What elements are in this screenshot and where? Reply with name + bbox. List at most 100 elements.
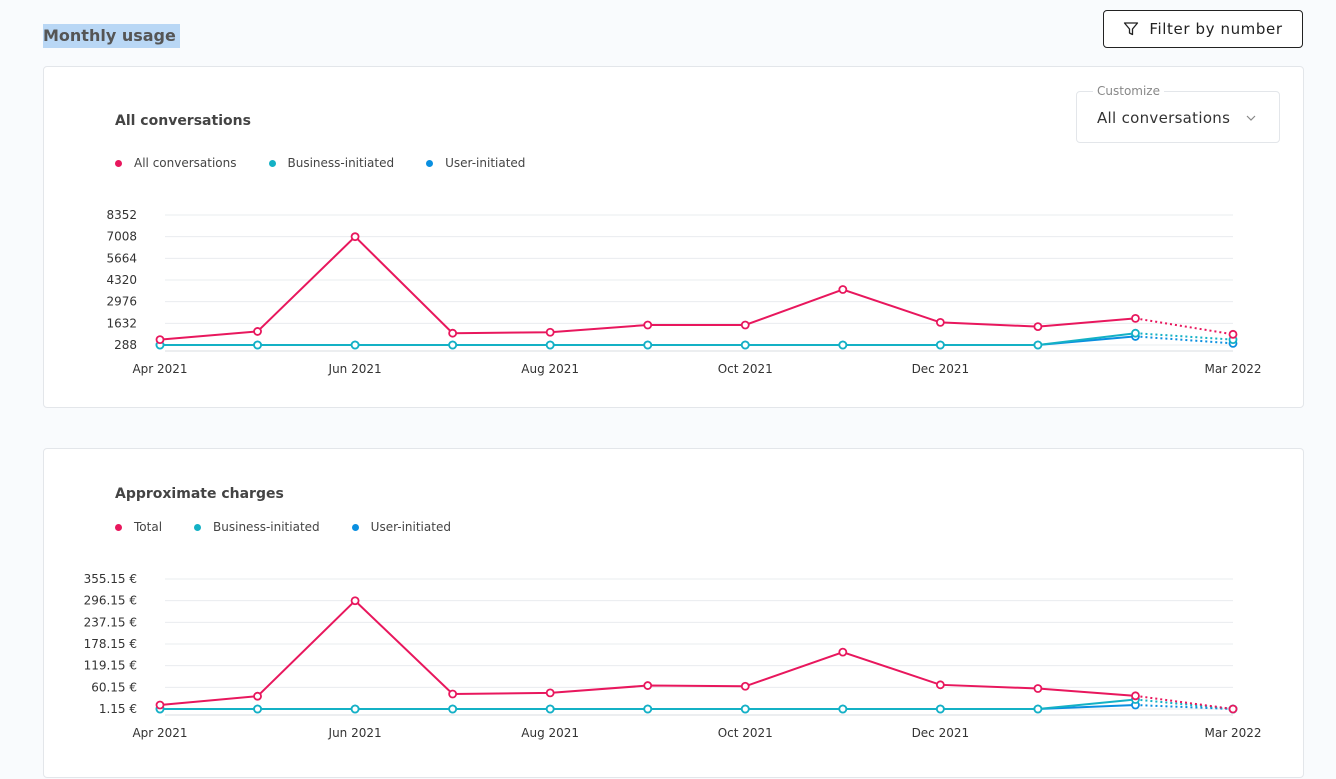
data-point-total bbox=[643, 320, 653, 330]
y-tick-label: 355.15 € bbox=[84, 572, 137, 586]
x-tick-label: Oct 2021 bbox=[718, 362, 773, 376]
legend-item-total[interactable]: Total bbox=[115, 520, 162, 534]
data-point-business bbox=[935, 340, 945, 350]
y-tick-label: 178.15 € bbox=[84, 637, 137, 651]
data-point-business bbox=[935, 704, 945, 714]
y-tick-label: 1632 bbox=[106, 316, 137, 330]
series-forecast-line-total bbox=[1135, 694, 1234, 710]
data-point-business bbox=[350, 340, 360, 350]
data-point-total bbox=[838, 647, 848, 657]
x-tick-label: Apr 2021 bbox=[132, 362, 187, 376]
x-tick-label: Dec 2021 bbox=[912, 726, 970, 740]
data-point-business bbox=[253, 704, 262, 714]
legend-dot bbox=[351, 523, 359, 531]
y-tick-label: 5664 bbox=[106, 251, 137, 265]
series-forecast-line-user bbox=[1135, 704, 1234, 710]
y-tick-label: 4320 bbox=[106, 273, 137, 287]
x-tick-label: Jun 2021 bbox=[328, 726, 382, 740]
customize-label: Customize bbox=[1093, 84, 1164, 98]
data-point-business bbox=[838, 340, 848, 350]
x-tick-label: Mar 2022 bbox=[1205, 362, 1262, 376]
data-point-total bbox=[740, 681, 750, 691]
legend-label: Total bbox=[134, 520, 163, 534]
data-point-total bbox=[545, 688, 555, 698]
data-point-total bbox=[1228, 329, 1238, 339]
data-point-total bbox=[1033, 684, 1043, 693]
y-tick-label: 60.15 € bbox=[91, 680, 137, 694]
x-tick-label: Dec 2021 bbox=[912, 362, 970, 376]
data-point-business bbox=[740, 340, 750, 350]
data-point-total bbox=[155, 335, 165, 345]
y-tick-label: 1.15 € bbox=[99, 702, 137, 716]
y-tick-label: 2976 bbox=[106, 295, 137, 309]
data-point-total bbox=[448, 328, 458, 338]
charges-line-chart: 355.15 € 296.15 € 237.15 € 178.15 € 119.15 €… bbox=[84, 572, 1262, 740]
data-point-business bbox=[545, 340, 555, 350]
data-point-total bbox=[740, 320, 750, 330]
legend-item-user[interactable]: User-initiated bbox=[426, 156, 525, 170]
filter-by-number-button[interactable]: Filter by number bbox=[1103, 10, 1303, 48]
data-point-total bbox=[935, 680, 945, 690]
data-point-total bbox=[155, 700, 165, 710]
x-tick-label: Aug 2021 bbox=[521, 362, 579, 376]
chart-legend: Total Business-initiated User-initiated bbox=[115, 520, 451, 534]
legend-label: Business-initiated bbox=[287, 156, 395, 170]
data-point-total bbox=[448, 689, 458, 699]
legend-item-total[interactable]: All conversations bbox=[115, 156, 237, 170]
data-point-total bbox=[350, 596, 360, 606]
series-forecast-line-total bbox=[1135, 317, 1234, 336]
data-point-total bbox=[350, 232, 360, 242]
y-tick-label: 288 bbox=[114, 338, 137, 352]
legend-label: User-initiated bbox=[370, 520, 451, 534]
data-point-total bbox=[545, 327, 555, 337]
y-tick-label: 237.15 € bbox=[84, 615, 137, 629]
conversations-line-chart: 8352 7008 5664 4320 2976 1632 288 Apr 2021 Jun 2… bbox=[106, 208, 1262, 376]
chart-legend: All conversations Business-initiated Use… bbox=[115, 156, 525, 170]
x-tick-label: Apr 2021 bbox=[132, 726, 187, 740]
filter-icon bbox=[1124, 22, 1139, 36]
data-point-business bbox=[1033, 704, 1043, 714]
data-point-business bbox=[545, 704, 555, 714]
y-tick-label: 119.15 € bbox=[84, 659, 137, 673]
data-point-business bbox=[643, 340, 653, 350]
data-point-total bbox=[1033, 322, 1043, 331]
data-point-total bbox=[643, 681, 653, 690]
data-point-total bbox=[838, 285, 848, 294]
data-point-business bbox=[643, 704, 653, 714]
data-point-total bbox=[935, 317, 945, 327]
chart-title: All conversations bbox=[115, 113, 251, 129]
legend-dot bbox=[194, 523, 202, 531]
data-point-business bbox=[350, 704, 360, 714]
y-tick-label: 8352 bbox=[106, 208, 137, 222]
y-tick-label: 7008 bbox=[106, 230, 137, 244]
legend-item-business[interactable]: Business-initiated bbox=[268, 156, 395, 170]
chevron-down-icon bbox=[1246, 115, 1256, 121]
y-tick-label: 296.15 € bbox=[84, 594, 137, 608]
legend-label: User-initiated bbox=[445, 156, 526, 170]
series-forecast-line-business bbox=[1135, 332, 1234, 341]
data-point-total bbox=[1131, 691, 1140, 701]
legend-dot bbox=[115, 523, 122, 531]
charges-chart-card: Approximate charges Total Business-initi… bbox=[43, 448, 1304, 778]
data-point-business bbox=[448, 704, 458, 714]
legend-dot bbox=[115, 159, 122, 167]
legend-item-user[interactable]: User-initiated bbox=[351, 520, 451, 534]
legend-label: All conversations bbox=[134, 156, 237, 170]
data-point-total bbox=[253, 327, 262, 336]
data-point-business bbox=[1033, 340, 1043, 350]
data-point-business bbox=[253, 340, 262, 350]
page-title: Monthly usage bbox=[43, 24, 180, 48]
data-point-total bbox=[1131, 313, 1140, 323]
legend-dot bbox=[268, 159, 276, 167]
chart-title: Approximate charges bbox=[115, 486, 284, 502]
data-point-business bbox=[1131, 328, 1140, 338]
legend-dot bbox=[426, 159, 434, 167]
data-point-business bbox=[448, 340, 458, 350]
series-forecast-line-user bbox=[1135, 335, 1234, 345]
customize-dropdown[interactable]: Customize All conversations bbox=[1076, 84, 1280, 143]
filter-button-label: Filter by number bbox=[1149, 20, 1283, 38]
customize-selected-value: All conversations bbox=[1097, 109, 1231, 127]
x-tick-label: Jun 2021 bbox=[328, 362, 382, 376]
data-point-business bbox=[740, 704, 750, 714]
legend-item-business[interactable]: Business-initiated bbox=[194, 520, 320, 534]
